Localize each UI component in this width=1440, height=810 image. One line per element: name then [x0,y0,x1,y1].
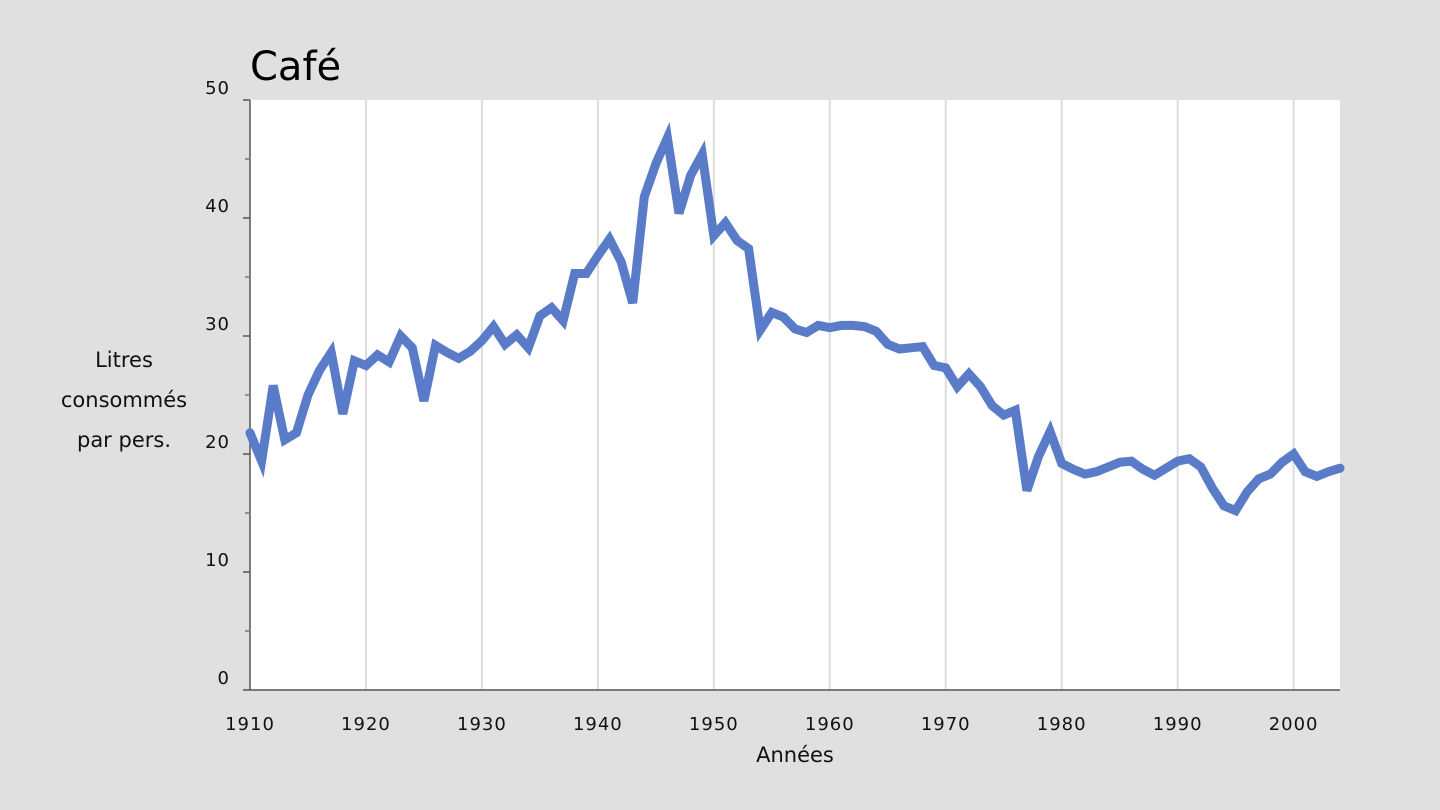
x-tick-label: 1970 [921,714,971,735]
x-ticks: 1910 1920 1930 1940 1950 1960 1970 1980 1990 2000 [225,714,1319,735]
y-tick-label: 20 [205,432,230,453]
y-tick-label: 30 [205,314,230,335]
x-tick-label: 1980 [1037,714,1087,735]
y-axis-label-line-3: par pers. [77,428,171,452]
y-tick-label: 0 [218,668,230,689]
x-tick-label: 2000 [1269,714,1319,735]
y-axis-label-line-2: consommés [61,388,187,412]
plot-area [250,100,1340,690]
grid-lines [364,100,1295,690]
y-axis-label-line-1: Litres [95,348,153,372]
x-tick-label: 1930 [457,714,507,735]
x-tick-label: 1920 [341,714,391,735]
y-axis-label: Litres consommés par pers. [61,348,187,452]
x-tick-label: 1960 [805,714,855,735]
x-tick-label: 1950 [689,714,739,735]
chart-title: Café [250,44,341,90]
x-tick-label: 1940 [573,714,623,735]
y-ticks: 0 10 20 30 40 50 [205,78,250,691]
series-layer [245,121,1345,517]
x-tick-label: 1910 [225,714,275,735]
series-line [245,121,1345,517]
x-tick-label: 1990 [1153,714,1203,735]
y-tick-label: 50 [205,78,230,99]
y-tick-label: 10 [205,550,230,571]
y-tick-label: 40 [205,196,230,217]
x-axis-label: Années [756,743,834,767]
